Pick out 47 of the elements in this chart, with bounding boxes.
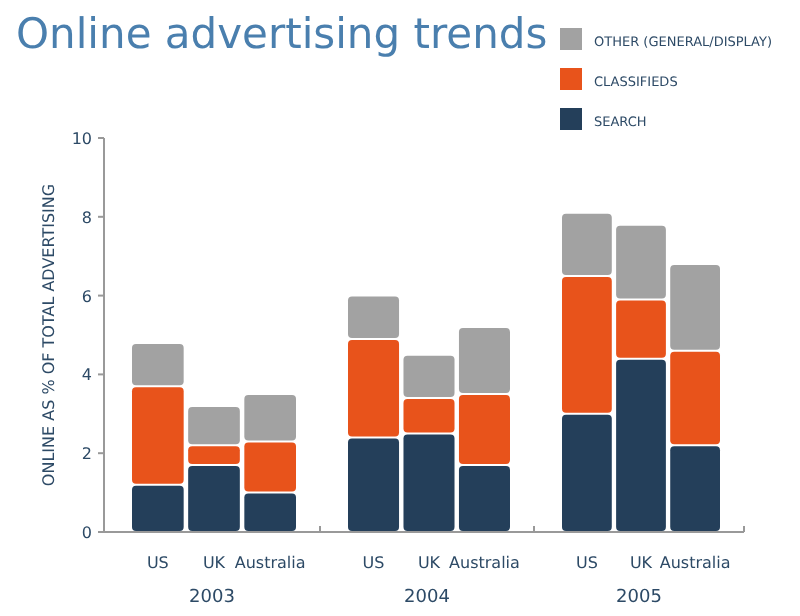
x-tick-label: UK [202, 554, 227, 572]
bar [616, 225, 666, 299]
x-axis-title: 2005 [616, 588, 662, 608]
y-tick-label: 6 [81, 287, 92, 306]
bar [670, 446, 720, 531]
bar [348, 296, 400, 338]
bar [562, 276, 612, 413]
x-axis-title: 2004 [404, 588, 451, 608]
x-tick-label: UK [417, 554, 442, 572]
y-tick-label: 4 [81, 366, 92, 385]
bar [458, 328, 510, 394]
bar [403, 434, 455, 531]
bar [244, 442, 296, 492]
y-tick-label: 8 [81, 208, 92, 227]
bar [244, 493, 296, 531]
x-tick-label: US [362, 554, 385, 572]
y-tick-label: 2 [81, 445, 92, 464]
x-tick-label: US [575, 554, 598, 572]
y-axis-title: ONLINE AS % OF TOTAL ADVERTISING [40, 183, 58, 487]
bar [403, 355, 455, 398]
bar [132, 387, 184, 484]
bar [562, 213, 612, 275]
bar [244, 395, 296, 441]
bar [616, 300, 666, 358]
x-tick-label: Australia [234, 554, 306, 572]
x-tick-label: UK [629, 554, 654, 572]
bar [670, 351, 720, 445]
bar [670, 265, 720, 350]
bar [188, 466, 240, 531]
bar [348, 339, 400, 437]
x-tick-label: Australia [659, 554, 731, 572]
bar [616, 359, 666, 531]
bar [348, 438, 400, 531]
x-tick-label: Australia [449, 554, 521, 572]
x-axis-title: 2003 [189, 588, 235, 608]
y-tick-label: 10 [71, 130, 92, 148]
y-tick-label: 0 [81, 524, 92, 542]
bar [458, 395, 510, 465]
bar [132, 343, 184, 386]
x-tick-label: US [146, 554, 169, 572]
bar [562, 414, 612, 531]
bar [458, 466, 510, 531]
bar [403, 399, 455, 433]
bar [188, 446, 240, 465]
bar [132, 485, 184, 531]
bar [188, 406, 240, 445]
chart-title: Online advertising trends [16, 10, 548, 58]
